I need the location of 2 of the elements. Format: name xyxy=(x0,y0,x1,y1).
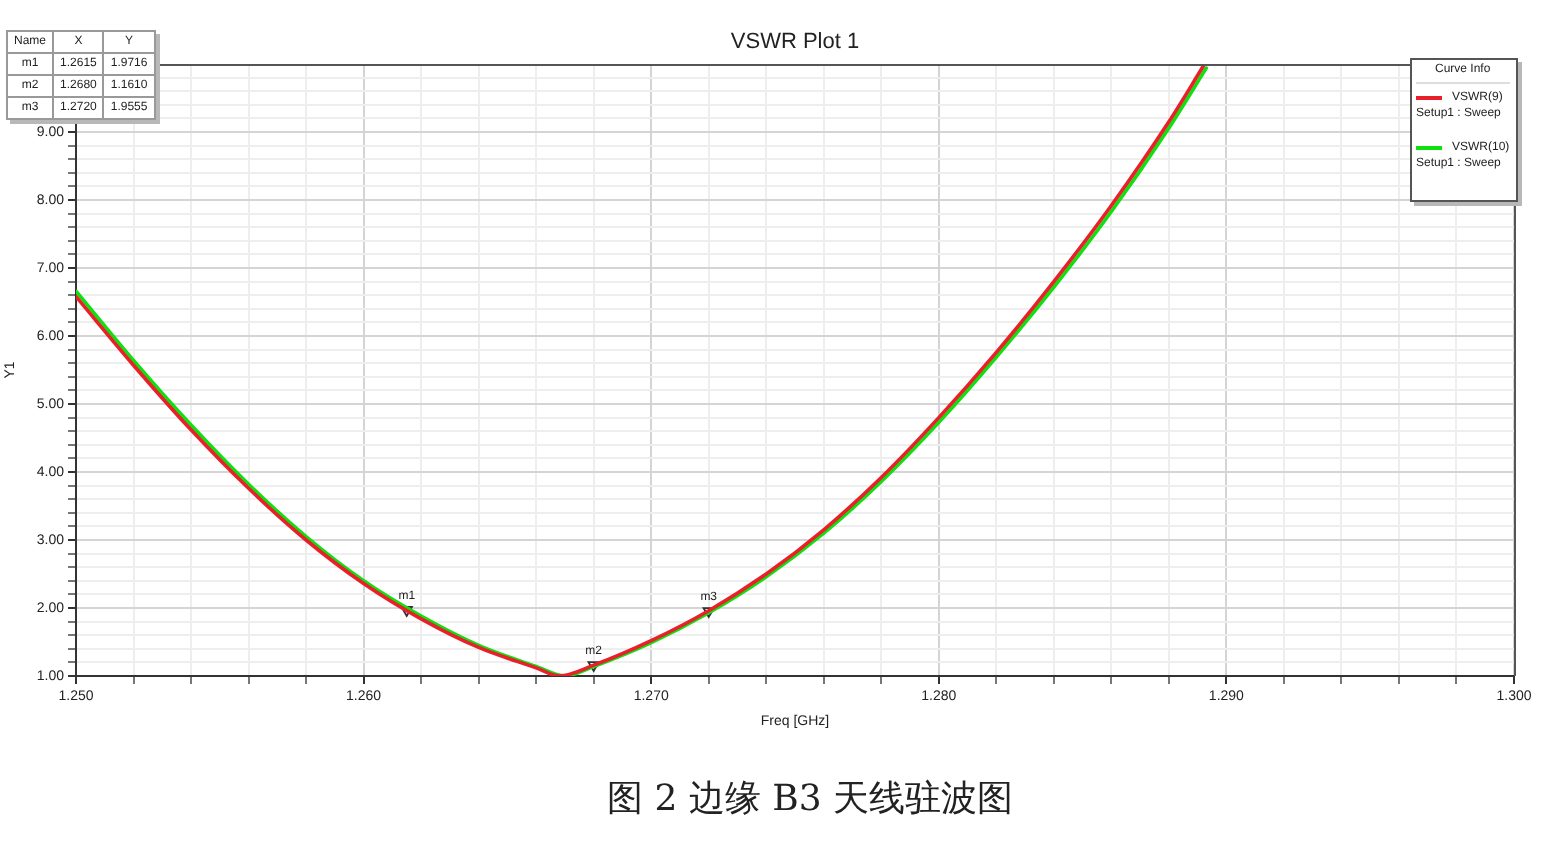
chart-title: VSWR Plot 1 xyxy=(730,30,860,54)
caption: 图 2 边缘 B3 天线驻波图 xyxy=(604,776,1016,824)
